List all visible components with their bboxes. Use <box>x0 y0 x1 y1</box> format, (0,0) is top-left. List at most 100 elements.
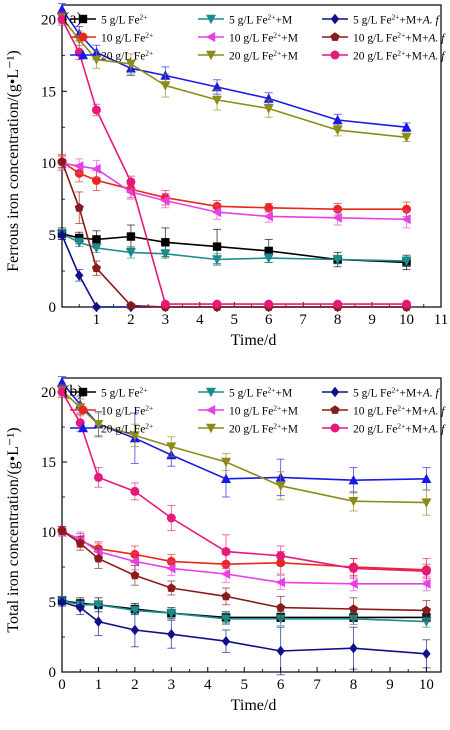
data-point <box>212 242 222 251</box>
legend-item: 20 g/L Fe2++M <box>198 48 298 63</box>
data-point <box>166 513 176 523</box>
data-point <box>332 212 342 223</box>
panel-label: (b) <box>64 383 83 400</box>
legend-label: 20 g/L Fe2++M <box>229 421 298 436</box>
legend-marker <box>330 50 340 60</box>
legend-item: 5 g/L Fe2++M <box>198 385 292 400</box>
data-point <box>264 246 273 256</box>
data-point <box>91 55 102 65</box>
legend-item: 10 g/L Fe2++M+A. f <box>322 403 446 418</box>
data-point <box>276 551 286 561</box>
data-point <box>160 249 171 259</box>
data-point <box>332 255 343 265</box>
legend: 5 g/L Fe2+ 5 g/L Fe2++M 5 g/L Fe2++M+A. f 1… <box>70 385 446 436</box>
data-point <box>221 591 231 601</box>
data-point <box>91 105 101 115</box>
y-tick-label: 15 <box>41 455 56 471</box>
legend-item: 20 g/L Fe2+ <box>70 421 153 436</box>
legend-label: 10 g/L Fe2+ <box>101 30 153 45</box>
x-tick-label: 0 <box>58 677 66 693</box>
legend-label: 5 g/L Fe2++M <box>229 12 292 27</box>
legend-marker <box>78 49 88 60</box>
data-point <box>401 122 412 132</box>
x-tick-label: 2 <box>131 677 139 693</box>
data-point <box>211 207 222 218</box>
x-tick-label: 1 <box>93 312 101 328</box>
series-line <box>61 162 407 221</box>
legend-label: 20 g/L Fe2+ <box>101 421 153 436</box>
data-point <box>125 59 136 70</box>
data-point <box>74 203 84 212</box>
data-point <box>402 204 412 214</box>
y-tick-label: 20 <box>41 12 56 28</box>
data-point <box>129 606 140 616</box>
series-line <box>61 531 427 585</box>
data-point <box>126 232 136 241</box>
panel-label: (a) <box>64 10 82 27</box>
x-tick-label: 1 <box>95 677 103 693</box>
data-point <box>220 569 231 579</box>
series-line <box>61 161 407 308</box>
data-point <box>421 566 431 576</box>
x-tick-label: 10 <box>419 677 434 693</box>
legend-label: 10 g/L Fe2++M <box>229 30 298 45</box>
data-point <box>212 81 222 92</box>
legend-item: 10 g/L Fe2+ <box>70 30 153 45</box>
data-point <box>422 648 431 659</box>
y-axis-label: Ferrous iron concentration/(g•L⁻¹) <box>5 50 22 271</box>
series-3 <box>57 229 411 313</box>
y-tick-label: 0 <box>49 300 57 316</box>
data-point <box>160 299 170 309</box>
data-point <box>263 253 274 264</box>
legend-item: 20 g/L Fe2+ <box>70 48 153 63</box>
legend-marker <box>78 422 88 433</box>
y-tick-label: 0 <box>49 665 57 681</box>
data-point <box>92 301 101 313</box>
data-point <box>93 553 103 563</box>
series-line <box>61 8 407 128</box>
series-line <box>61 391 427 572</box>
data-point <box>349 643 358 654</box>
data-point <box>94 616 103 627</box>
data-point <box>76 602 85 613</box>
data-point <box>57 377 67 387</box>
data-point <box>126 300 136 310</box>
data-point <box>349 604 359 613</box>
x-tick-label: 11 <box>434 312 448 328</box>
data-point <box>166 583 176 592</box>
legend-item: 20 g/L Fe2++M <box>198 421 298 436</box>
series-6 <box>57 525 431 621</box>
data-point <box>74 238 85 248</box>
legend-label: 5 g/L Fe2++M <box>229 385 292 400</box>
data-point <box>160 81 171 91</box>
legend-marker <box>205 32 216 42</box>
data-point <box>348 497 359 507</box>
x-tick-label: 9 <box>368 312 376 328</box>
x-tick-label: 7 <box>313 677 321 693</box>
legend-label: 20 g/L Fe2+ <box>101 48 153 63</box>
data-point <box>263 211 273 222</box>
data-point <box>57 596 67 608</box>
x-tick-label: 5 <box>240 677 248 693</box>
data-point <box>129 431 140 441</box>
data-point <box>130 624 140 636</box>
data-point <box>264 299 274 309</box>
legend-item: 10 g/L Fe2++M <box>198 403 298 418</box>
x-tick-label: 6 <box>265 312 273 328</box>
x-tick-label: 6 <box>277 677 285 693</box>
legend-item: 5 g/L Fe2++M <box>198 12 292 27</box>
data-point <box>275 481 286 491</box>
legend-marker <box>330 386 340 398</box>
data-point <box>333 299 343 309</box>
series-9 <box>57 385 431 579</box>
chart-panel-a: 1 2 3 4 5 6 7 8 9 10 11 0 5 10 15 20 Time/d Ferrous iron … <box>5 3 448 349</box>
y-tick-label: 10 <box>41 525 56 541</box>
y-tick-label: 15 <box>41 84 56 100</box>
series-line <box>61 529 427 571</box>
legend-marker <box>78 32 88 42</box>
data-point <box>263 104 274 114</box>
data-point <box>401 133 412 143</box>
data-point <box>93 420 104 430</box>
x-tick-label: 7 <box>299 312 307 328</box>
data-point <box>333 204 343 214</box>
